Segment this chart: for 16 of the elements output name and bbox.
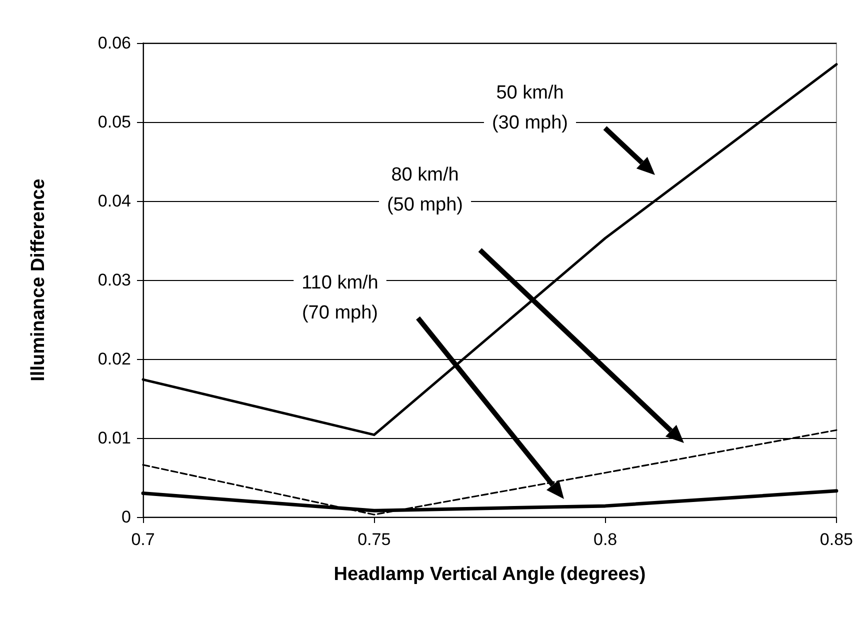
y-tick-label: 0.02 bbox=[98, 350, 131, 368]
annotation: 80 km/h (50 mph) bbox=[386, 164, 464, 216]
x-axis-title: Headlamp Vertical Angle (degrees) bbox=[334, 564, 646, 585]
x-tick-label: 0.75 bbox=[358, 530, 391, 549]
x-tick-label: 0.8 bbox=[593, 530, 618, 549]
y-tick-label: 0.04 bbox=[98, 192, 131, 210]
y-tick-label: 0.05 bbox=[98, 112, 131, 132]
x-tick-label: 0.7 bbox=[131, 530, 155, 549]
y-tick-label: 0.01 bbox=[98, 428, 131, 448]
y-tick-label: 0.06 bbox=[98, 34, 131, 52]
annotation: 110 km/h (70 mph) bbox=[302, 272, 378, 324]
annotation: 50 km/h (30 mph) bbox=[492, 82, 568, 134]
y-axis-title: Illuminance Difference bbox=[28, 178, 49, 382]
y-tick-label: 0.03 bbox=[98, 270, 131, 290]
y-tick-label: 0 bbox=[122, 508, 131, 526]
x-tick-label: 0.85 bbox=[820, 530, 854, 549]
